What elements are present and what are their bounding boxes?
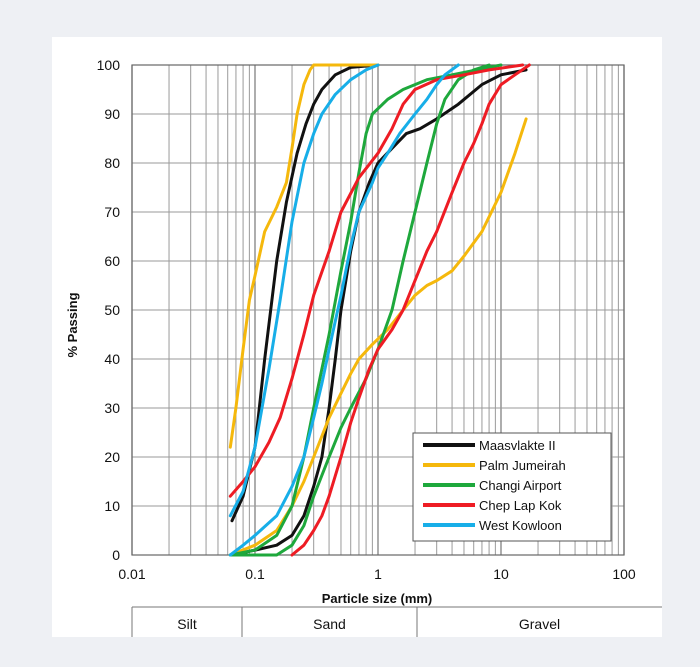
y-tick-label: 50 — [104, 302, 120, 318]
y-tick-label: 0 — [112, 547, 120, 563]
legend-label: Chep Lap Kok — [479, 498, 562, 513]
series-line-4 — [228, 63, 380, 518]
classification-label: Silt — [177, 616, 197, 632]
legend-label: Maasvlakte II — [479, 438, 556, 453]
series-line-3 — [290, 63, 531, 557]
legend-label: Changi Airport — [479, 478, 562, 493]
series-lines — [228, 63, 531, 557]
x-tick-label: 0.01 — [118, 566, 145, 582]
y-axis-label: % Passing — [65, 292, 80, 357]
y-tick-label: 90 — [104, 106, 120, 122]
x-tick-labels: 0.01 0.1 1 10 100 — [118, 566, 636, 582]
legend-label: Palm Jumeirah — [479, 458, 566, 473]
y-tick-label: 40 — [104, 351, 120, 367]
grain-size-chart: 0 10 20 30 40 50 60 70 80 90 100 0.01 0.1 1 10 100 Par… — [65, 57, 662, 637]
x-tick-label: 100 — [612, 566, 636, 582]
y-tick-label: 60 — [104, 253, 120, 269]
x-tick-label: 0.1 — [245, 566, 265, 582]
series-line-4 — [228, 63, 460, 557]
chart-panel: 0 10 20 30 40 50 60 70 80 90 100 0.01 0.1 1 10 100 Par… — [52, 37, 662, 637]
classification-label: Gravel — [519, 616, 560, 632]
y-tick-label: 80 — [104, 155, 120, 171]
x-tick-label: 1 — [374, 566, 382, 582]
x-axis-label: Particle size (mm) — [322, 591, 433, 606]
y-tick-label: 70 — [104, 204, 120, 220]
y-tick-label: 100 — [97, 57, 121, 73]
classification-bar: Silt Sand Gravel — [131, 606, 662, 637]
y-tick-label: 20 — [104, 449, 120, 465]
y-tick-label: 30 — [104, 400, 120, 416]
series-line-1 — [228, 117, 528, 557]
y-tick-labels: 0 10 20 30 40 50 60 70 80 90 100 — [97, 57, 121, 563]
series-line-1 — [228, 63, 380, 449]
x-tick-label: 10 — [493, 566, 509, 582]
legend-label: West Kowloon — [479, 518, 562, 533]
series-line-2 — [228, 63, 503, 557]
classification-label: Sand — [313, 616, 346, 632]
y-tick-label: 10 — [104, 498, 120, 514]
series-line-3 — [228, 63, 525, 498]
legend: Maasvlakte II Palm Jumeirah Changi Airport… — [412, 432, 612, 542]
